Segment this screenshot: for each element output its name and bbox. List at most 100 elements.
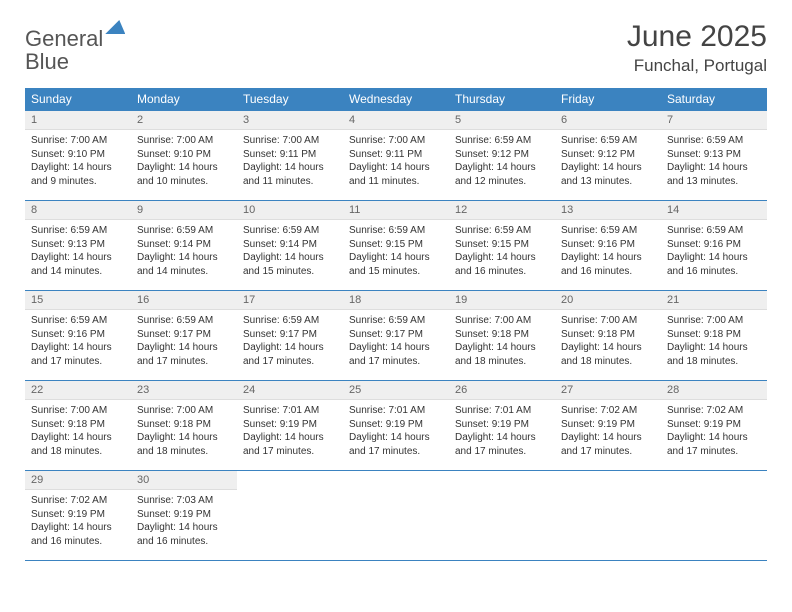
day-number: 27 — [555, 381, 661, 400]
calendar-cell: 18Sunrise: 6:59 AMSunset: 9:17 PMDayligh… — [343, 291, 449, 381]
daylight-text: Daylight: 14 hours and 15 minutes. — [243, 251, 337, 278]
day-number: 5 — [449, 111, 555, 130]
daylight-text: Daylight: 14 hours and 17 minutes. — [667, 431, 761, 458]
calendar-cell: 15Sunrise: 6:59 AMSunset: 9:16 PMDayligh… — [25, 291, 131, 381]
page-title: June 2025 — [627, 20, 767, 54]
daylight-text: Daylight: 14 hours and 13 minutes. — [667, 161, 761, 188]
day-number: 15 — [25, 291, 131, 310]
day-number: 28 — [661, 381, 767, 400]
sunrise-text: Sunrise: 6:59 AM — [31, 314, 125, 328]
cell-body: Sunrise: 6:59 AMSunset: 9:15 PMDaylight:… — [449, 220, 555, 282]
cell-body: Sunrise: 7:02 AMSunset: 9:19 PMDaylight:… — [555, 400, 661, 462]
sunrise-text: Sunrise: 7:00 AM — [455, 314, 549, 328]
calendar-cell: 27Sunrise: 7:02 AMSunset: 9:19 PMDayligh… — [555, 381, 661, 471]
cell-body: Sunrise: 6:59 AMSunset: 9:16 PMDaylight:… — [25, 310, 131, 372]
sunset-text: Sunset: 9:14 PM — [137, 238, 231, 252]
daylight-text: Daylight: 14 hours and 18 minutes. — [455, 341, 549, 368]
sunrise-text: Sunrise: 7:01 AM — [349, 404, 443, 418]
day-number: 4 — [343, 111, 449, 130]
cell-body: Sunrise: 6:59 AMSunset: 9:16 PMDaylight:… — [555, 220, 661, 282]
calendar-cell: 3 Sunrise: 7:00 AMSunset: 9:11 PMDaylight… — [237, 111, 343, 201]
sunset-text: Sunset: 9:11 PM — [349, 148, 443, 162]
sunrise-text: Sunrise: 6:59 AM — [31, 224, 125, 238]
cell-body: Sunrise: 6:59 AMSunset: 9:15 PMDaylight:… — [343, 220, 449, 282]
calendar-cell: 22Sunrise: 7:00 AMSunset: 9:18 PMDayligh… — [25, 381, 131, 471]
cell-body: Sunrise: 6:59 AMSunset: 9:17 PMDaylight:… — [343, 310, 449, 372]
cell-body: Sunrise: 6:59 AMSunset: 9:17 PMDaylight:… — [131, 310, 237, 372]
weekday-header: Wednesday — [343, 88, 449, 111]
sunset-text: Sunset: 9:14 PM — [243, 238, 337, 252]
weekday-header: Thursday — [449, 88, 555, 111]
sunset-text: Sunset: 9:15 PM — [455, 238, 549, 252]
day-number: 9 — [131, 201, 237, 220]
sunset-text: Sunset: 9:18 PM — [31, 418, 125, 432]
calendar-cell — [237, 471, 343, 561]
cell-body: Sunrise: 7:00 AMSunset: 9:18 PMDaylight:… — [661, 310, 767, 372]
daylight-text: Daylight: 14 hours and 15 minutes. — [349, 251, 443, 278]
sunrise-text: Sunrise: 7:00 AM — [31, 404, 125, 418]
logo-word2: Blue — [25, 49, 69, 74]
sunrise-text: Sunrise: 7:00 AM — [243, 134, 337, 148]
calendar-cell: 17Sunrise: 6:59 AMSunset: 9:17 PMDayligh… — [237, 291, 343, 381]
sunset-text: Sunset: 9:17 PM — [243, 328, 337, 342]
sunrise-text: Sunrise: 6:59 AM — [243, 224, 337, 238]
daylight-text: Daylight: 14 hours and 18 minutes. — [31, 431, 125, 458]
calendar-cell: 2Sunrise: 7:00 AMSunset: 9:10 PMDaylight… — [131, 111, 237, 201]
calendar-cell: 10Sunrise: 6:59 AMSunset: 9:14 PMDayligh… — [237, 201, 343, 291]
daylight-text: Daylight: 14 hours and 16 minutes. — [31, 521, 125, 548]
day-number: 6 — [555, 111, 661, 130]
sunrise-text: Sunrise: 7:00 AM — [31, 134, 125, 148]
day-number: 30 — [131, 471, 237, 490]
calendar-cell — [449, 471, 555, 561]
day-number: 24 — [237, 381, 343, 400]
cell-body: Sunrise: 6:59 AMSunset: 9:12 PMDaylight:… — [555, 130, 661, 192]
daylight-text: Daylight: 14 hours and 11 minutes. — [243, 161, 337, 188]
day-number: 13 — [555, 201, 661, 220]
daylight-text: Daylight: 14 hours and 17 minutes. — [243, 341, 337, 368]
calendar-cell: 11Sunrise: 6:59 AMSunset: 9:15 PMDayligh… — [343, 201, 449, 291]
daylight-text: Daylight: 14 hours and 13 minutes. — [561, 161, 655, 188]
daylight-text: Daylight: 14 hours and 17 minutes. — [243, 431, 337, 458]
calendar-row: 1Sunrise: 7:00 AMSunset: 9:10 PMDaylight… — [25, 111, 767, 201]
daylight-text: Daylight: 14 hours and 17 minutes. — [31, 341, 125, 368]
weekday-header: Monday — [131, 88, 237, 111]
weekday-header: Sunday — [25, 88, 131, 111]
day-number: 11 — [343, 201, 449, 220]
calendar-cell: 6Sunrise: 6:59 AMSunset: 9:12 PMDaylight… — [555, 111, 661, 201]
cell-body: Sunrise: 7:00 AMSunset: 9:18 PMDaylight:… — [555, 310, 661, 372]
sunrise-text: Sunrise: 6:59 AM — [455, 224, 549, 238]
sunrise-text: Sunrise: 6:59 AM — [561, 134, 655, 148]
sunrise-text: Sunrise: 7:02 AM — [31, 494, 125, 508]
sunrise-text: Sunrise: 6:59 AM — [349, 314, 443, 328]
sunset-text: Sunset: 9:19 PM — [667, 418, 761, 432]
daylight-text: Daylight: 14 hours and 18 minutes. — [137, 431, 231, 458]
sunrise-text: Sunrise: 6:59 AM — [349, 224, 443, 238]
logo-word1: General — [25, 26, 103, 51]
cell-body: Sunrise: 7:00 AMSunset: 9:18 PMDaylight:… — [449, 310, 555, 372]
sunrise-text: Sunrise: 6:59 AM — [243, 314, 337, 328]
daylight-text: Daylight: 14 hours and 18 minutes. — [667, 341, 761, 368]
daylight-text: Daylight: 14 hours and 10 minutes. — [137, 161, 231, 188]
sunrise-text: Sunrise: 6:59 AM — [667, 224, 761, 238]
daylight-text: Daylight: 14 hours and 17 minutes. — [137, 341, 231, 368]
day-number: 19 — [449, 291, 555, 310]
cell-body: Sunrise: 7:00 AMSunset: 9:18 PMDaylight:… — [131, 400, 237, 462]
sunset-text: Sunset: 9:13 PM — [667, 148, 761, 162]
sunset-text: Sunset: 9:19 PM — [561, 418, 655, 432]
day-number: 3 — [237, 111, 343, 130]
day-number: 12 — [449, 201, 555, 220]
cell-body: Sunrise: 6:59 AMSunset: 9:12 PMDaylight:… — [449, 130, 555, 192]
sunset-text: Sunset: 9:16 PM — [667, 238, 761, 252]
sunset-text: Sunset: 9:11 PM — [243, 148, 337, 162]
cell-body: Sunrise: 6:59 AMSunset: 9:14 PMDaylight:… — [237, 220, 343, 282]
day-number: 21 — [661, 291, 767, 310]
calendar-cell: 12Sunrise: 6:59 AMSunset: 9:15 PMDayligh… — [449, 201, 555, 291]
day-number: 7 — [661, 111, 767, 130]
title-block: June 2025 Funchal, Portugal — [627, 20, 767, 76]
calendar-cell: 13Sunrise: 6:59 AMSunset: 9:16 PMDayligh… — [555, 201, 661, 291]
sunset-text: Sunset: 9:16 PM — [31, 328, 125, 342]
daylight-text: Daylight: 14 hours and 18 minutes. — [561, 341, 655, 368]
calendar-cell — [661, 471, 767, 561]
cell-body: Sunrise: 7:01 AMSunset: 9:19 PMDaylight:… — [343, 400, 449, 462]
calendar-cell — [555, 471, 661, 561]
